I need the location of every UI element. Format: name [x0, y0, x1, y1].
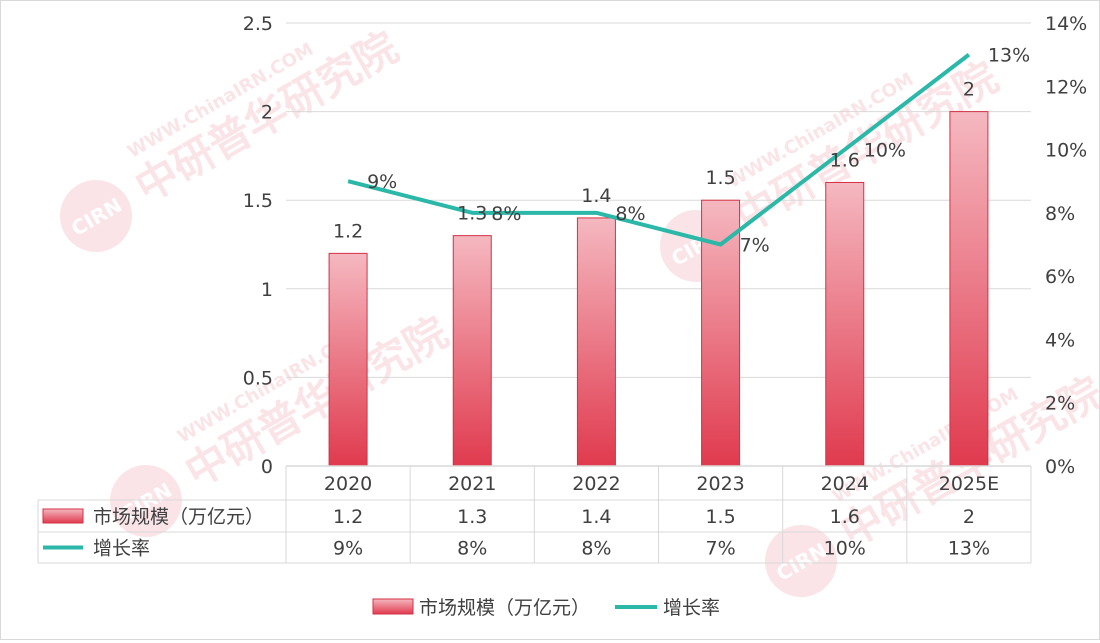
left-axis-tick-label: 1.5: [243, 190, 273, 212]
table-cell-bar-value: 1.2: [333, 506, 363, 528]
bar-data-label: 1.5: [705, 167, 735, 189]
right-axis-tick-label: 2%: [1045, 393, 1075, 415]
table-cell-bar-value: 1.6: [830, 506, 860, 528]
right-axis-tick-label: 0%: [1045, 456, 1075, 478]
left-axis-tick-label: 1: [261, 279, 273, 301]
table-cell-bar-value: 1.4: [581, 506, 611, 528]
line-series: [347, 53, 971, 247]
bar-data-label: 1.3: [457, 203, 487, 225]
left-axis-tick-label: 0.5: [243, 367, 273, 389]
watermark-logo-icon: [110, 465, 182, 537]
line-data-label: 8%: [491, 203, 521, 225]
x-axis-category-label: 2022: [572, 473, 620, 495]
table-cell-rate-value: 8%: [457, 538, 487, 560]
table-cell-bar-value: 1.3: [457, 506, 487, 528]
legend-line-label: 增长率: [663, 597, 720, 619]
bar-data-label: 2: [963, 79, 975, 101]
right-axis-ticks: 0% 2% 4% 6% 8% 10% 12% 14%: [1045, 13, 1087, 478]
bar-data-label: 1.4: [581, 185, 611, 207]
table-row-header-bar: 市场规模（万亿元）: [93, 506, 264, 528]
watermark-logo-icon: [60, 180, 132, 252]
legend-bar-swatch-icon: [372, 598, 414, 615]
right-axis-tick-label: 6%: [1045, 266, 1075, 288]
table-row-header-line: 增长率: [93, 538, 150, 560]
right-axis-tick-label: 4%: [1045, 329, 1075, 351]
table-cell-rate-value: 8%: [581, 538, 611, 560]
data-table: 2020 1.2 9% 2021 1.3 8% 2022 1.4 8% 2023 1.5 7% 2024…: [37, 465, 1032, 564]
table-cell-rate-value: 13%: [948, 538, 990, 560]
table-cell-bar-value: 2: [963, 506, 975, 528]
left-axis-tick-label: 2.5: [243, 13, 273, 35]
legend-bar-label: 市场规模（万亿元）: [419, 597, 590, 619]
table-cell-bar-value: 1.5: [705, 506, 735, 528]
line-data-labels: 9% 8% 8% 7% 10% 13%: [367, 45, 1030, 257]
bar-data-labels: 1.2 1.3 1.4 1.5 1.6 2: [333, 79, 975, 243]
bar-series: [328, 111, 989, 467]
bar-data-label: 1.2: [333, 220, 363, 242]
left-axis-tick-label: 2: [261, 102, 273, 124]
line-data-label: 10%: [864, 140, 906, 162]
line-data-label: 7%: [740, 235, 770, 257]
table-bar-key-icon: [42, 508, 84, 524]
x-axis-category-label: 2020: [324, 473, 372, 495]
legend: 市场规模（万亿元） 增长率: [372, 597, 720, 619]
bar: [452, 235, 492, 467]
bar: [328, 252, 368, 467]
line-data-label: 8%: [615, 203, 645, 225]
watermark-name: 中研普华研究院: [177, 307, 456, 496]
right-axis-tick-label: 12%: [1045, 76, 1087, 98]
x-axis-category-label: 2023: [696, 473, 744, 495]
bar: [825, 181, 865, 467]
table-cell-rate-value: 10%: [824, 538, 866, 560]
x-axis-category-label: 2025E: [939, 473, 999, 495]
left-axis-tick-label: 0: [261, 456, 273, 478]
grid-lines: [286, 22, 1031, 378]
x-axis-category-label: 2021: [448, 473, 496, 495]
right-axis-tick-label: 14%: [1045, 13, 1087, 35]
bar: [576, 217, 616, 467]
right-axis-tick-label: 10%: [1045, 140, 1087, 162]
bar: [949, 111, 989, 467]
growth-rate-line: [347, 53, 971, 247]
left-axis-ticks: 0 0.5 1 1.5 2 2.5: [243, 13, 273, 478]
right-axis-tick-label: 8%: [1045, 203, 1075, 225]
x-axis-category-label: 2024: [821, 473, 869, 495]
table-cell-rate-value: 9%: [333, 538, 363, 560]
table-cell-rate-value: 7%: [706, 538, 736, 560]
bar-data-label: 1.6: [830, 149, 860, 171]
line-data-label: 13%: [988, 45, 1030, 67]
line-data-label: 9%: [367, 171, 397, 193]
